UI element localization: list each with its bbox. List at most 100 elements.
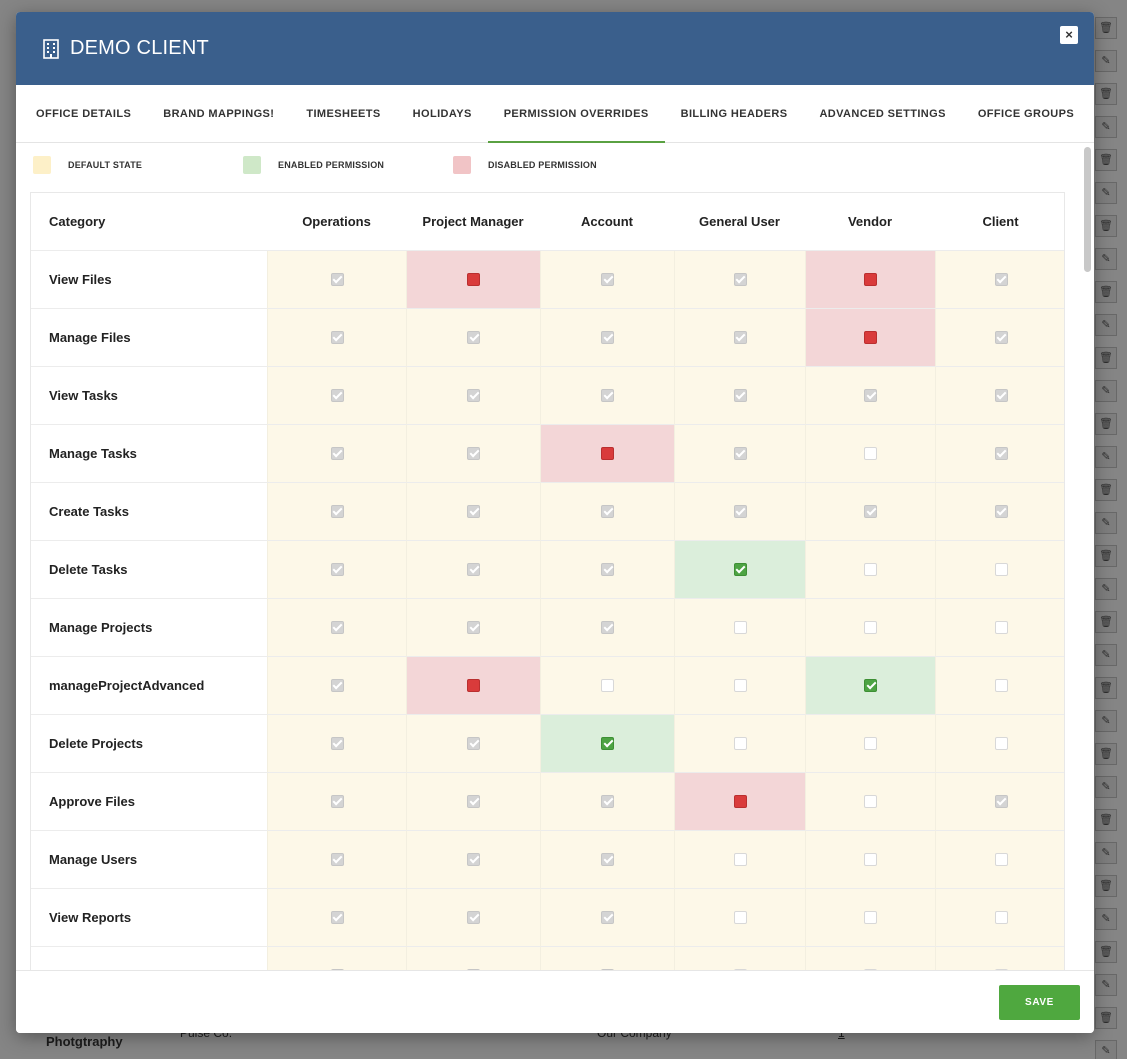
pencil-icon[interactable]: ✎	[1095, 50, 1117, 72]
permission-cell[interactable]	[267, 657, 406, 715]
permission-checkbox[interactable]	[601, 736, 614, 750]
permission-checkbox[interactable]	[330, 620, 344, 634]
permission-checkbox[interactable]	[330, 446, 344, 460]
permission-cell[interactable]	[540, 947, 674, 970]
permission-cell[interactable]	[267, 947, 406, 970]
permission-checkbox[interactable]	[994, 678, 1008, 692]
permission-cell[interactable]	[674, 831, 805, 889]
trash-icon[interactable]: 🗑	[1095, 611, 1117, 633]
pencil-icon[interactable]: ✎	[1095, 512, 1117, 534]
permission-cell[interactable]	[935, 367, 1064, 425]
permission-cell[interactable]	[674, 599, 805, 657]
permission-cell[interactable]	[674, 483, 805, 541]
permission-cell[interactable]	[540, 251, 674, 309]
permission-checkbox[interactable]	[864, 678, 877, 692]
permission-cell[interactable]	[540, 425, 674, 483]
permission-cell[interactable]	[540, 367, 674, 425]
tab-timesheets[interactable]: TIMESHEETS	[306, 107, 381, 120]
permission-checkbox[interactable]	[601, 562, 614, 576]
permission-cell[interactable]	[267, 309, 406, 367]
permission-checkbox[interactable]	[330, 562, 344, 576]
permission-checkbox[interactable]	[864, 388, 877, 402]
permission-checkbox[interactable]	[601, 794, 614, 808]
permission-cell[interactable]	[267, 715, 406, 773]
permission-cell[interactable]	[406, 947, 540, 970]
trash-icon[interactable]: 🗑	[1095, 875, 1117, 897]
permission-cell[interactable]	[540, 715, 674, 773]
pencil-icon[interactable]: ✎	[1095, 842, 1117, 864]
pencil-icon[interactable]: ✎	[1095, 578, 1117, 600]
permission-checkbox[interactable]	[994, 736, 1008, 750]
permission-cell[interactable]	[406, 425, 540, 483]
permission-checkbox[interactable]	[330, 910, 344, 924]
permission-checkbox[interactable]	[601, 330, 614, 344]
permission-cell[interactable]	[540, 483, 674, 541]
permission-cell[interactable]	[805, 483, 935, 541]
permission-cell[interactable]	[805, 889, 935, 947]
permission-checkbox[interactable]	[733, 330, 747, 344]
permission-checkbox[interactable]	[864, 446, 877, 460]
permission-checkbox[interactable]	[330, 388, 344, 402]
permission-checkbox[interactable]	[733, 968, 747, 970]
permission-checkbox[interactable]	[467, 446, 480, 460]
permission-cell[interactable]	[935, 541, 1064, 599]
permission-cell[interactable]	[406, 309, 540, 367]
trash-icon[interactable]: 🗑	[1095, 677, 1117, 699]
permission-cell[interactable]	[406, 773, 540, 831]
permission-checkbox[interactable]	[330, 968, 344, 970]
permission-checkbox[interactable]	[994, 504, 1008, 518]
permission-checkbox[interactable]	[733, 562, 747, 576]
permission-checkbox[interactable]	[733, 736, 747, 750]
pencil-icon[interactable]: ✎	[1095, 776, 1117, 798]
permission-cell[interactable]	[406, 831, 540, 889]
permission-checkbox[interactable]	[330, 852, 344, 866]
permission-checkbox[interactable]	[330, 504, 344, 518]
permission-cell[interactable]	[540, 309, 674, 367]
trash-icon[interactable]: 🗑	[1095, 545, 1117, 567]
permission-cell[interactable]	[674, 715, 805, 773]
permission-checkbox[interactable]	[994, 330, 1008, 344]
permission-cell[interactable]	[674, 309, 805, 367]
permission-cell[interactable]	[267, 541, 406, 599]
permission-checkbox[interactable]	[330, 272, 344, 286]
permission-checkbox[interactable]	[467, 968, 480, 970]
permission-cell[interactable]	[406, 367, 540, 425]
pencil-icon[interactable]: ✎	[1095, 1040, 1117, 1059]
permission-cell[interactable]	[805, 251, 935, 309]
permission-cell[interactable]	[805, 541, 935, 599]
permission-cell[interactable]	[406, 657, 540, 715]
permission-checkbox[interactable]	[467, 852, 480, 866]
permission-cell[interactable]	[935, 599, 1064, 657]
pencil-icon[interactable]: ✎	[1095, 644, 1117, 666]
permission-checkbox[interactable]	[864, 852, 877, 866]
permission-checkbox[interactable]	[864, 562, 877, 576]
permission-checkbox[interactable]	[733, 272, 747, 286]
permission-checkbox[interactable]	[864, 910, 877, 924]
permission-checkbox[interactable]	[330, 330, 344, 344]
permission-cell[interactable]	[935, 425, 1064, 483]
permission-cell[interactable]	[540, 889, 674, 947]
background-count[interactable]: 1	[838, 1026, 845, 1040]
permission-checkbox[interactable]	[994, 910, 1008, 924]
pencil-icon[interactable]: ✎	[1095, 314, 1117, 336]
permission-checkbox[interactable]	[864, 330, 877, 344]
permission-cell[interactable]	[540, 773, 674, 831]
permission-checkbox[interactable]	[601, 272, 614, 286]
permission-cell[interactable]	[267, 599, 406, 657]
permission-checkbox[interactable]	[467, 620, 480, 634]
permission-cell[interactable]	[267, 425, 406, 483]
permission-cell[interactable]	[540, 599, 674, 657]
permission-checkbox[interactable]	[994, 388, 1008, 402]
pencil-icon[interactable]: ✎	[1095, 380, 1117, 402]
permission-checkbox[interactable]	[467, 794, 480, 808]
permission-checkbox[interactable]	[601, 968, 614, 970]
pencil-icon[interactable]: ✎	[1095, 446, 1117, 468]
permission-cell[interactable]	[674, 947, 805, 970]
permission-checkbox[interactable]	[994, 272, 1008, 286]
permission-checkbox[interactable]	[330, 736, 344, 750]
permission-checkbox[interactable]	[994, 852, 1008, 866]
permission-checkbox[interactable]	[733, 852, 747, 866]
permission-checkbox[interactable]	[994, 968, 1008, 970]
permission-cell[interactable]	[406, 483, 540, 541]
permission-cell[interactable]	[935, 889, 1064, 947]
